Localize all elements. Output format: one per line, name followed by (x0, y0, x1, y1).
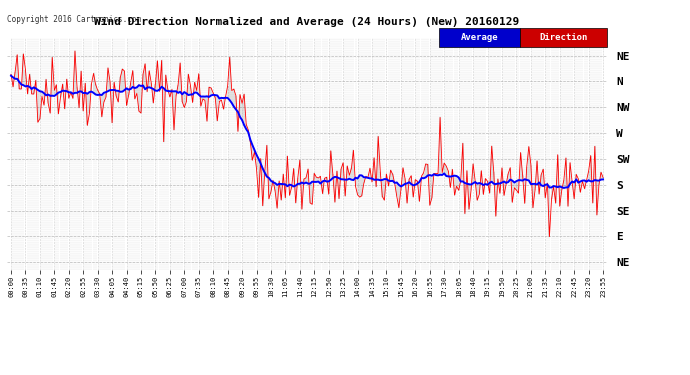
Text: Copyright 2016 Cartronics.com: Copyright 2016 Cartronics.com (7, 15, 141, 24)
Title: Wind Direction Normalized and Average (24 Hours) (New) 20160129: Wind Direction Normalized and Average (2… (95, 17, 520, 27)
